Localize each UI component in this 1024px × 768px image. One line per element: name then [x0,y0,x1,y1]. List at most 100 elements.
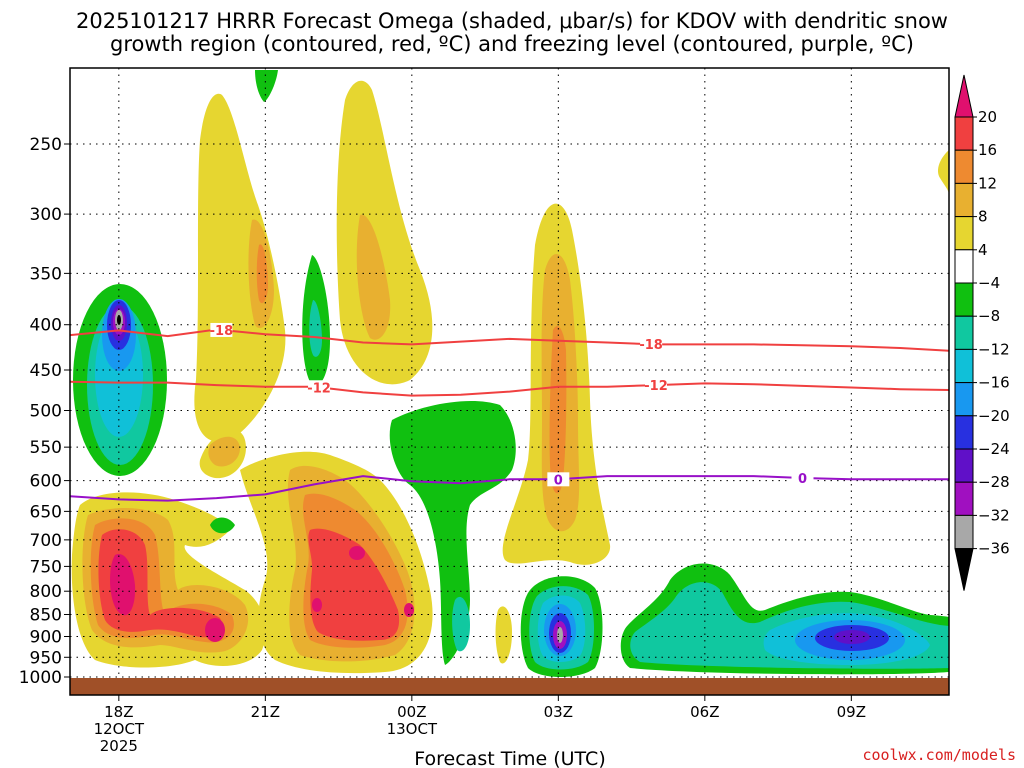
omega-fill-magenta [349,546,365,560]
colorbar-band [954,382,974,417]
y-tick-label: 450 [30,361,62,381]
x-tick-date-label: 13OCT [387,720,438,738]
y-tick-label: 350 [30,264,62,284]
colorbar-tick-label: 8 [978,208,988,226]
colorbar-tick-label: −24 [978,440,1010,458]
y-tick-label: 550 [30,438,62,458]
isotherm-label-bg [645,378,667,393]
x-tick-label: 00Z [397,703,426,721]
y-tick-label: 700 [30,531,62,551]
omega-fill-orange [256,244,268,304]
omega-fill-gold [356,214,391,340]
y-tick-label: 800 [30,582,62,602]
x-tick-label: 09Z [837,703,866,721]
x-axis-label: Forecast Time (UTC) [414,748,605,768]
x-tick-date-label: 12OCT [94,720,145,738]
omega-fill-green [389,400,516,665]
x-tick-label: 03Z [544,703,573,721]
omega-fill-yellow [495,606,512,664]
colorbar-tick-label: −12 [978,340,1010,358]
colorbar: 20 16 12 8 4 −4 −8 −12 −16 −20 −24 −28 −32 −36 [954,74,1010,591]
colorbar-tick-label: 4 [978,241,988,259]
y-tick-label: 1000 [19,668,62,688]
colorbar-band [954,116,974,151]
omega-fill-magenta [404,603,414,617]
colorbar-tick-label: −36 [978,540,1010,558]
y-tick-label: 300 [30,205,62,225]
colorbar-tick-label: −8 [978,307,1000,325]
y-tick-label: 250 [30,135,62,155]
y-tick-label: 600 [30,472,62,492]
omega-fill-green [255,70,278,102]
omega-fill-red [308,528,400,641]
y-tick-label: 400 [30,316,62,336]
plot-frame [69,67,950,696]
isotherm-label-bg [791,471,814,486]
colorbar-band [954,249,974,284]
omega-fill-teal [452,596,470,652]
colorbar-band [954,315,974,350]
colorbar-tick-label: −4 [978,274,1000,292]
colorbar-band [954,149,974,184]
colorbar-tick-label: −20 [978,407,1010,425]
isotherm-label: -12 [307,381,331,396]
y-tick-label: 850 [30,606,62,626]
isotherm-contours: -18 -18 -12 -12 0 0 [70,322,949,502]
y-axis: 2503003504004505005506006507007508008509… [19,135,70,688]
y-tick-label: 950 [30,648,62,668]
x-tick-year-label: 2025 [100,737,138,755]
chart-title-line1: 2025101217 HRRR Forecast Omega (shaded, … [76,9,948,33]
colorbar-tick-label: 20 [978,108,997,126]
colorbar-band [954,282,974,317]
omega-fill-magenta [312,598,322,612]
isotherm-line [70,380,949,397]
isotherm-label: 0 [554,473,563,488]
omega-fill-teal [309,300,322,357]
omega-shading [71,70,949,677]
colorbar-band [954,448,974,483]
colorbar-tick-label: 12 [978,174,997,192]
isotherm-label: -12 [644,379,668,394]
x-tick-label: 06Z [690,703,719,721]
omega-fill-gold [208,436,240,467]
surface-terrain [70,678,949,695]
colorbar-tick-label: −28 [978,473,1010,491]
colorbar-top-arrow [954,74,974,118]
omega-fill-magenta [110,554,136,616]
isotherm-label: -18 [639,338,663,353]
x-tick-label: 21Z [251,703,280,721]
omega-fill-violet [834,630,870,644]
colorbar-tick-label: −32 [978,506,1010,524]
y-tick-label: 900 [30,627,62,647]
credit-text: coolwx.com/models [862,746,1016,764]
colorbar-band [954,348,974,384]
colorbar-band [954,481,974,516]
gridlines [70,68,949,695]
omega-fill-orange [549,326,567,494]
chart-title-line2: growth region (contoured, red, ºC) and f… [110,32,914,56]
colorbar-tick-label: −16 [978,374,1010,392]
terrain-fill [70,678,949,695]
isotherm-label-bg [640,337,663,352]
omega-fill-magenta [205,618,225,642]
colorbar-band [954,216,974,251]
isotherm-label: 0 [798,472,807,487]
omega-fill-green [210,517,235,534]
y-tick-label: 500 [30,402,62,422]
omega-fill-black [117,315,121,325]
omega-fill-yellow [938,150,949,195]
isotherm-label: -18 [210,324,234,339]
omega-fill-yellow [336,80,433,385]
isotherm-label-bg [308,380,331,395]
isotherm-label-bg [547,472,570,487]
colorbar-bottom-arrow [954,548,974,591]
colorbar-band [954,514,974,550]
plot-area: -18 -18 -12 -12 0 0 [70,68,949,695]
y-tick-label: 650 [30,502,62,522]
colorbar-band [954,182,974,218]
x-tick-label: 18Z [104,703,133,721]
omega-fill-gray [557,627,563,643]
omega-fill-yellow [194,93,286,442]
colorbar-tick-label: 16 [978,141,997,159]
